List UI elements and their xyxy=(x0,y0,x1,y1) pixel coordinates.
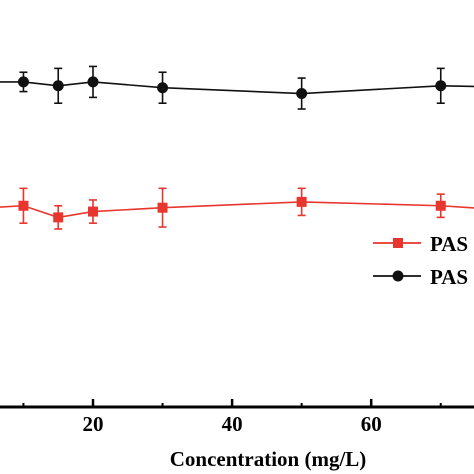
data-point xyxy=(53,212,64,223)
data-point xyxy=(88,206,98,217)
series-line xyxy=(0,201,474,219)
data-point xyxy=(157,82,169,94)
series-0 xyxy=(0,187,474,230)
legend-marker xyxy=(392,270,404,282)
x-axis-title: Concentration (mg/L) xyxy=(170,447,367,471)
data-point xyxy=(157,202,168,213)
data-point xyxy=(296,88,308,100)
data-point xyxy=(435,200,446,211)
data-point xyxy=(296,196,307,207)
series-layer xyxy=(0,65,474,230)
x-tick-label: 60 xyxy=(361,412,382,436)
legend-label: PAS xyxy=(430,265,468,289)
series-1 xyxy=(0,65,474,110)
legend: PAS PAS xyxy=(373,232,468,289)
legend-marker xyxy=(393,238,403,248)
x-axis: 20406080 xyxy=(0,399,474,436)
data-point xyxy=(18,200,29,211)
x-tick-label: 20 xyxy=(83,412,104,436)
data-point xyxy=(87,76,99,88)
legend-label: PAS xyxy=(430,232,468,256)
x-tick-label: 40 xyxy=(222,412,243,436)
data-point xyxy=(435,80,447,92)
series-line xyxy=(0,81,474,95)
data-point xyxy=(17,76,29,88)
data-point xyxy=(52,80,64,92)
